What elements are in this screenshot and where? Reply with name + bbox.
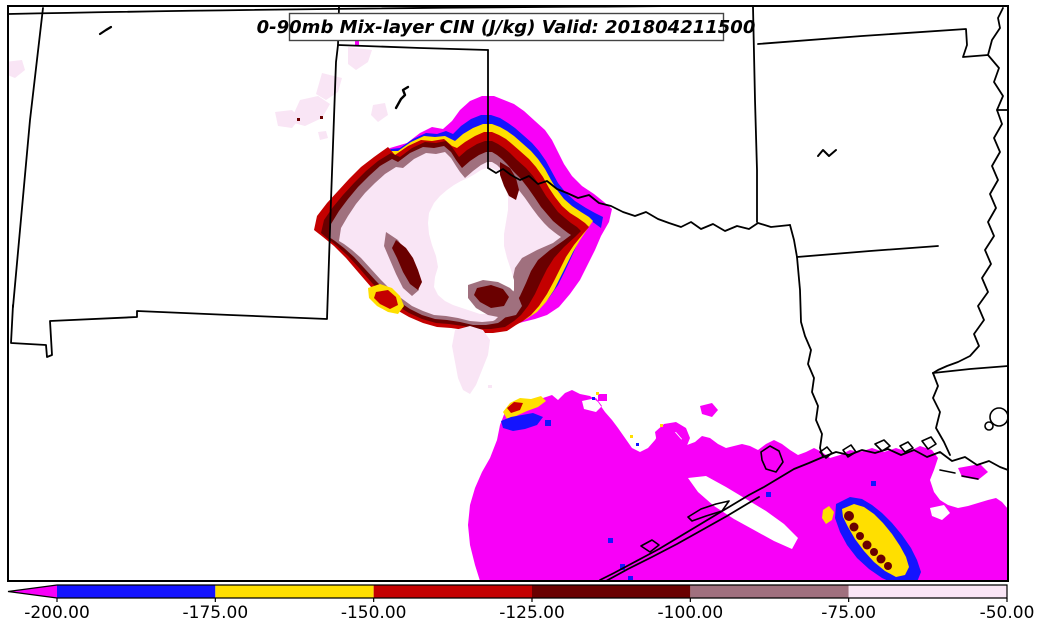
map-frame	[7, 5, 1009, 582]
la-marsh-lake-3	[921, 436, 937, 450]
la-marsh-lake-2	[899, 441, 914, 453]
offshore-yellow-strip	[822, 506, 834, 524]
colorbar-tick-label: -200.00	[24, 603, 90, 623]
colorbar-segment	[848, 585, 1007, 598]
cin-ring-west-texas	[314, 96, 612, 394]
tail-red-sw	[374, 290, 398, 309]
nm-pale-pink-patches	[8, 47, 388, 140]
map-title: 0-90mb Mix-layer CIN (J/kg) Valid: 20180…	[257, 17, 756, 38]
colorbar-tick-labels: -200.00 -175.00 -150.00 -125.00 -100.00 …	[24, 603, 1034, 623]
coastal-islands	[939, 469, 979, 480]
fringe-red-nw	[507, 402, 523, 413]
ne-nm-lake	[98, 25, 113, 36]
border-ok-ar	[752, 6, 758, 223]
galveston-bay	[760, 445, 784, 473]
colorbar-tick-label: -100.00	[658, 603, 724, 623]
border-la-ms-31n	[932, 365, 1008, 374]
arkansas-river-lake	[817, 149, 837, 157]
colorbar-segment	[690, 585, 849, 598]
colorbar-extend-min-arrow	[8, 585, 57, 598]
river-red	[487, 167, 791, 232]
border-ar-mo	[757, 28, 989, 58]
barrier-islands	[605, 496, 760, 581]
border-nm-bootheel-mexico-tx	[10, 6, 340, 358]
colorbar-tick-label: -175.00	[183, 603, 249, 623]
offshore-maroon-spots	[844, 511, 892, 570]
edge-fringe-specks	[592, 392, 663, 446]
colorbar-tick-label: -150.00	[341, 603, 407, 623]
ring-white-core	[428, 168, 514, 314]
swirl-maroon-west	[392, 240, 422, 290]
mass-magenta-island-ring	[655, 422, 690, 453]
state-borders	[8, 6, 1008, 581]
mass-magenta	[468, 390, 1008, 581]
colorbar-tick-label: -75.00	[821, 603, 876, 623]
swirl-maroon-top	[500, 162, 519, 200]
colorbar-segment	[532, 585, 691, 598]
colorbar-segment	[373, 585, 532, 598]
colorbar-tick-label: -50.00	[980, 603, 1035, 623]
ok-panhandle-lake	[394, 85, 410, 110]
cin-mass-south-texas-gulf	[468, 390, 1008, 581]
colorbar: -200.00 -175.00 -150.00 -125.00 -100.00 …	[7, 584, 1034, 623]
map-fill-layers	[8, 6, 1008, 581]
river-mississippi-lower	[932, 372, 951, 456]
lake-pontchartrain	[989, 407, 1008, 427]
fringe-blue-nw	[501, 413, 543, 431]
bays-and-lakes	[98, 25, 1008, 553]
corpus-christi-bay	[640, 539, 660, 553]
river-mississippi	[932, 54, 1004, 374]
matagorda-bay	[687, 500, 730, 522]
border-tx-ar-la	[789, 224, 824, 458]
scattered-blue-specks	[545, 420, 876, 581]
calcasieu-lake	[842, 444, 857, 458]
title-box: 0-90mb Mix-layer CIN (J/kg) Valid: 20180…	[257, 12, 756, 42]
border-new-mexico-west	[12, 7, 44, 308]
blob-maroon-south	[474, 285, 509, 308]
minor-contour-specks-nw	[297, 41, 359, 121]
border-ok-panhandle-south	[337, 44, 489, 51]
coastline-texas	[599, 456, 824, 581]
offshore-yellow	[842, 504, 909, 577]
river-mississippi-north	[987, 7, 1004, 56]
colorbar-tick-label: -125.00	[499, 603, 565, 623]
tail-pale-pink-south	[452, 326, 490, 394]
lake-maurepas	[984, 421, 994, 431]
la-marsh-lake-1	[874, 439, 891, 452]
colorbar-outline	[7, 584, 1008, 599]
colorbar-segment	[215, 585, 374, 598]
border-ar-la-33n	[796, 245, 939, 258]
colorbar-segment	[57, 585, 216, 598]
fringe-yellow-nw	[503, 396, 546, 419]
colorbar-tick-marks	[56, 598, 1008, 602]
sabine-lake	[819, 446, 833, 459]
